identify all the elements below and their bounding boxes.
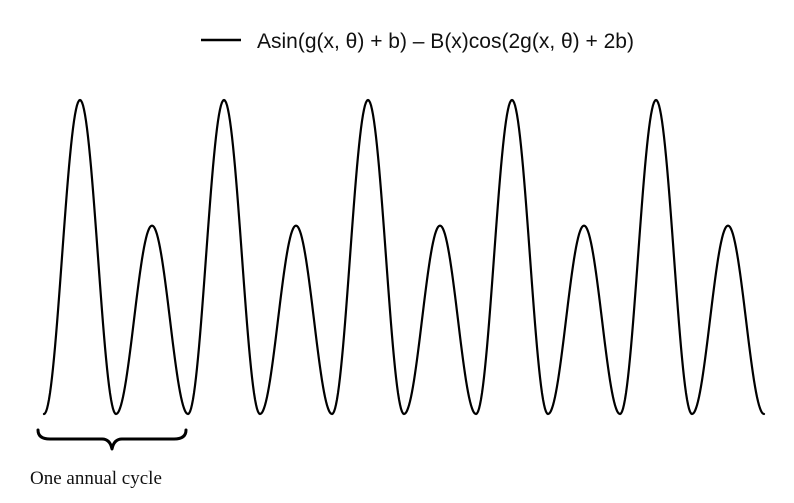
legend-label: Asin(g(x, θ) + b) – B(x)cos(2g(x, θ) + 2… [257,30,634,53]
legend: Asin(g(x, θ) + b) – B(x)cos(2g(x, θ) + 2… [201,30,634,53]
cycle-brace [36,428,188,451]
annual-cycle-annotation: One annual cycle [30,428,188,489]
cycle-annotation-label: One annual cycle [30,468,162,489]
series-line [42,98,766,416]
